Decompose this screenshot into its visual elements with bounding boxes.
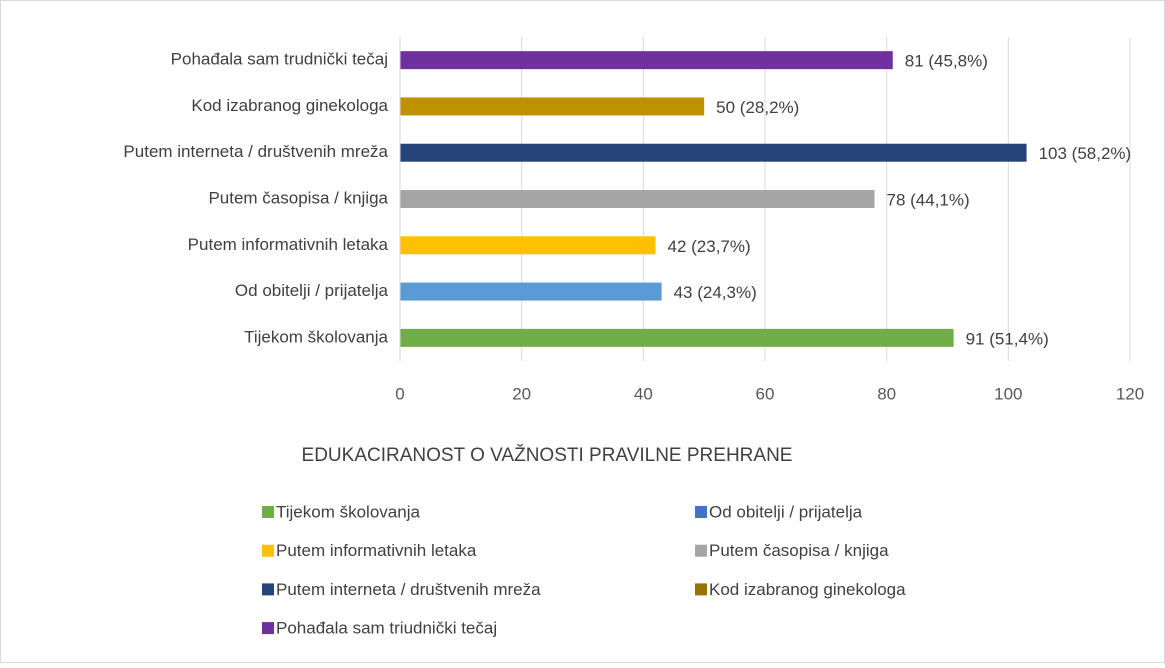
y-tick-label: Putem informativnih letaka — [188, 235, 389, 254]
bar — [400, 328, 954, 347]
x-tick-label: 120 — [1116, 384, 1144, 403]
bar — [400, 143, 1027, 162]
y-tick-label: Od obitelji / prijatelja — [235, 281, 389, 300]
x-tick-label: 100 — [994, 384, 1022, 403]
legend-swatch — [695, 506, 707, 518]
legend-label: Od obitelji / prijatelja — [709, 502, 863, 521]
legend-label: Putem informativnih letaka — [276, 541, 477, 560]
legend-label: Kod izabranog ginekologa — [709, 580, 906, 599]
y-tick-label: Kod izabranog ginekologa — [191, 96, 388, 115]
data-label: 103 (58,2%) — [1039, 144, 1132, 163]
data-label: 42 (23,7%) — [668, 237, 751, 256]
data-label: 78 (44,1%) — [887, 190, 970, 209]
bar — [400, 282, 662, 301]
data-label: 50 (28,2%) — [716, 98, 799, 117]
bar — [400, 51, 893, 70]
legend-swatch — [695, 583, 707, 596]
bar — [400, 236, 656, 255]
data-label: 81 (45,8%) — [905, 52, 988, 71]
x-tick-label: 60 — [756, 384, 775, 403]
legend-swatch — [262, 506, 274, 518]
legend-label: Putem interneta / društvenih mreža — [276, 580, 541, 599]
data-label: 43 (24,3%) — [674, 283, 757, 302]
legend-swatch — [262, 544, 274, 557]
y-tick-label: Putem interneta / društvenih mreža — [123, 142, 388, 161]
x-tick-label: 20 — [512, 384, 531, 403]
data-label: 91 (51,4%) — [966, 329, 1049, 348]
y-tick-label: Tijekom školovanja — [244, 327, 388, 346]
x-tick-label: 0 — [395, 384, 404, 403]
x-tick-label: 80 — [877, 384, 896, 403]
legend-label: Tijekom školovanja — [276, 502, 420, 521]
bar — [400, 97, 705, 116]
x-tick-label: 40 — [634, 384, 653, 403]
y-tick-label: Pohađala sam trudnički tečaj — [171, 50, 388, 69]
legend-label: Putem časopisa / knjiga — [709, 541, 889, 560]
legend-swatch — [262, 583, 274, 596]
y-tick-label: Putem časopisa / knjiga — [208, 188, 388, 207]
chart-title: EDUKACIRANOST O VAŽNOSTI PRAVILNE PREHRA… — [302, 444, 793, 466]
bar — [400, 190, 875, 208]
legend-label: Pohađala sam triudnički tečaj — [276, 619, 497, 638]
legend-swatch — [262, 622, 274, 635]
legend-swatch — [695, 544, 707, 557]
